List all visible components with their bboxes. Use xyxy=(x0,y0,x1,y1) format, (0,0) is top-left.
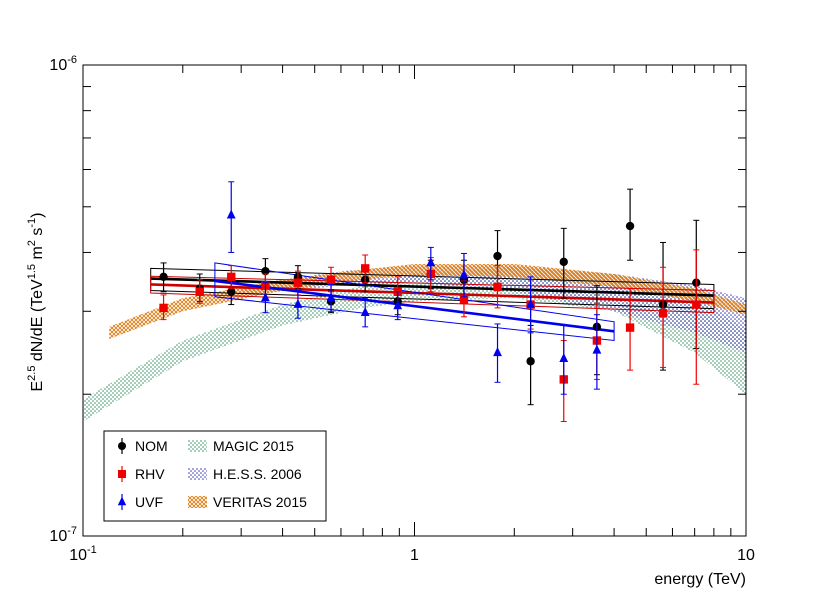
x-tick-label: 1 xyxy=(410,547,419,564)
legend-label-band: H.E.S.S. 2006 xyxy=(213,466,302,482)
rhv-point xyxy=(195,287,204,296)
fit-line-uvf xyxy=(214,279,615,333)
nom-point xyxy=(493,251,502,261)
rhv-point xyxy=(293,278,303,287)
legend-swatch xyxy=(188,440,207,452)
rhv-point xyxy=(625,323,635,332)
fit-lines xyxy=(150,262,715,342)
nom-point xyxy=(261,266,270,276)
axes: 10-1 1 10 10-7 10-6 xyxy=(49,54,755,564)
legend-label-uvf: UVF xyxy=(135,494,163,510)
nom-point xyxy=(625,221,635,231)
uvf-point xyxy=(426,257,436,267)
y-tick-label: 10-7 xyxy=(49,525,77,545)
x-tick-label: 10 xyxy=(737,547,755,564)
x-tick-label: 10-1 xyxy=(69,544,97,564)
legend-label-band: MAGIC 2015 xyxy=(213,438,294,454)
y-axis-label: E2.5 dN/dE (TeV1.5 m2 s-1) xyxy=(26,213,46,392)
legend-box xyxy=(103,430,327,522)
legend-marker-rhv xyxy=(118,470,126,478)
nom-point xyxy=(227,287,236,296)
uvf-point xyxy=(592,344,602,354)
legend-label-nom: NOM xyxy=(135,438,168,454)
uvf-point xyxy=(526,298,536,308)
uvf-point xyxy=(459,269,469,279)
rhv-point xyxy=(227,272,236,282)
rhv-point xyxy=(360,264,370,273)
nom-point xyxy=(526,357,535,366)
fit-line-rhv xyxy=(150,283,714,304)
legend-items: NOM RHV UVF MAGIC 2015 H.E.S.S. 2006 VERITAS … xyxy=(117,438,307,510)
legend-label-rhv: RHV xyxy=(135,466,165,482)
uvf-point xyxy=(326,292,336,302)
legend-marker-uvf xyxy=(117,496,127,506)
legend-swatch xyxy=(188,468,207,480)
uvf-point xyxy=(226,209,236,219)
legend-marker-nom xyxy=(118,442,126,450)
rhv-point xyxy=(459,295,469,304)
fit-band-uvf xyxy=(214,262,615,342)
rhv-point xyxy=(326,275,336,284)
y-tick-label: 10-6 xyxy=(49,54,77,74)
nom-point xyxy=(159,272,168,282)
fit-line-nom xyxy=(150,277,714,297)
fit-band-rhv xyxy=(150,275,715,314)
uvf-point xyxy=(559,352,569,362)
data-points xyxy=(159,181,701,423)
band-magic-2015 xyxy=(83,267,746,422)
rhv-point xyxy=(159,303,168,313)
legend-label-band: VERITAS 2015 xyxy=(213,494,307,510)
uvf-point xyxy=(260,292,270,302)
legend: NOM RHV UVF MAGIC 2015 H.E.S.S. 2006 VERITAS … xyxy=(103,430,327,522)
rhv-point xyxy=(692,300,701,309)
rhv-point xyxy=(658,309,668,318)
legend-swatch xyxy=(188,496,207,508)
uvf-point xyxy=(293,298,303,308)
uvf-point xyxy=(493,347,502,357)
uvf-point xyxy=(360,306,370,317)
x-axis-label: energy (TeV) xyxy=(654,571,746,588)
nom-point xyxy=(559,257,568,267)
rhv-point xyxy=(493,282,502,292)
uvf-point xyxy=(393,300,403,310)
